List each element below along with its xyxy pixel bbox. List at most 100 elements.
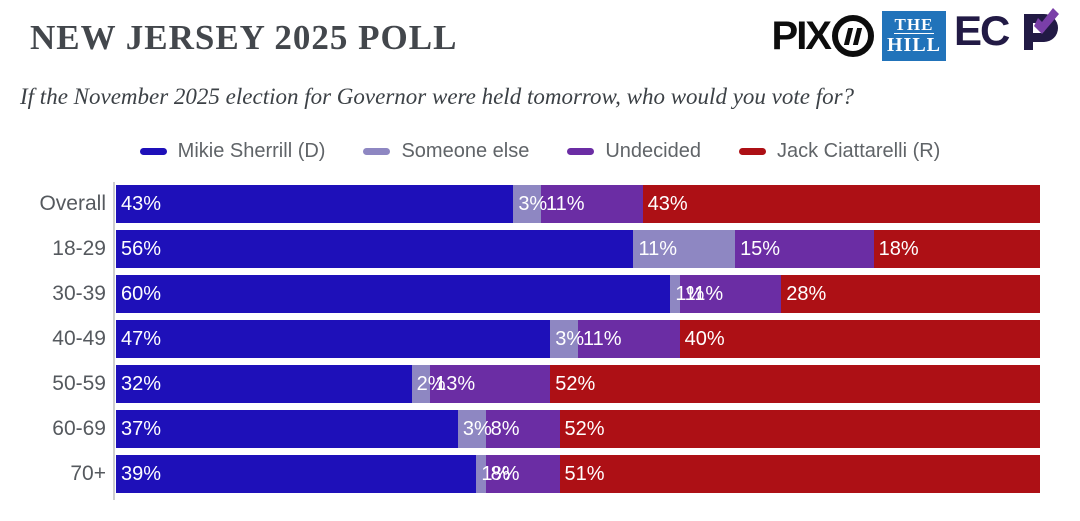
bar-value-label: 32% [121,373,162,395]
legend-item: Undecided [567,140,701,163]
bar-segment: 43% [642,185,1040,223]
bar-segment: 52% [550,365,1040,403]
logo-row: PIX THE HILL EC [772,7,1062,64]
bar-value-label: 43% [121,193,162,215]
bar-value-label: 11% [546,193,585,215]
bar-value-label: 37% [121,418,162,440]
bar-row: Overall 43% 3% 11% 43% [0,185,1080,223]
legend-label: Mikie Sherrill (D) [177,140,326,162]
the-hill-logo: THE HILL [882,11,946,61]
bar-value-label: 60% [121,283,162,305]
bar-segment: 11% [577,320,680,358]
legend-swatch-icon [567,148,595,155]
ecp-logo-icon: EC [954,7,1059,54]
bar-value-label: 39% [121,463,162,485]
bar-value-label: 18% [878,238,919,260]
bar-value-label: 13% [435,373,476,395]
bar-segment: 32% [116,365,412,403]
bar-value-label: 11% [684,283,724,305]
legend-label: Jack Ciattarelli (R) [776,140,941,162]
bar-value-label: 1% [675,283,705,305]
category-label: Overall [39,192,106,215]
the-hill-line1: THE [893,15,935,34]
bar-track: 60% 1% 11% 28% [116,275,1040,313]
bar-segment: 47% [116,320,551,358]
bar-segment: 28% [781,275,1040,313]
category-label: 18-29 [52,237,106,260]
bar-segment: 56% [116,230,634,268]
bar-value-label: 3% [462,418,492,440]
legend-label: Undecided [605,140,701,162]
bar-row: 60-69 37% 3% 8% 52% [0,410,1080,448]
bar-segment: 13% [430,365,551,403]
pix11-wordmark: PIX [771,13,833,58]
pix11-logo: PIX [772,14,874,59]
bar-value-label: 3% [555,328,585,350]
bar-track: 56% 11% 15% 18% [116,230,1040,268]
bar-row: 70+ 39% 1% 8% 51% [0,455,1080,493]
legend-item: Mikie Sherrill (D) [139,140,326,163]
legend-label: Someone else [401,140,530,162]
bar-segment: 40% [679,320,1040,358]
bar-row: 18-29 56% 11% 15% 18% [0,230,1080,268]
poll-question: If the November 2025 election for Govern… [20,84,855,109]
bar-segment: 18% [873,230,1040,268]
category-label: 50-59 [52,372,106,395]
bar-segment: 60% [116,275,671,313]
bar-segment: 11% [541,185,643,223]
bar-value-label: 15% [740,238,781,260]
the-hill-line2: HILL [886,34,942,56]
ecp-wordmark: EC [954,7,1062,64]
bar-segment: 43% [116,185,514,223]
bar-value-label: 52% [564,418,605,440]
bar-row: 30-39 60% 1% 11% 28% [0,275,1080,313]
bar-row: 40-49 47% 3% 11% 40% [0,320,1080,358]
legend: Mikie Sherrill (D) Someone else Undecided J… [0,140,1080,163]
bar-value-label: 40% [684,328,725,350]
category-label: 70+ [70,462,106,485]
bar-track: 47% 3% 11% 40% [116,320,1040,358]
bar-value-label: 11% [582,328,622,350]
legend-swatch-icon [738,148,766,155]
chart-rows: Overall 43% 3% 11% 43% 18-29 56% 11% 15% 18% 30-39… [0,185,1080,500]
bar-value-label: 51% [564,463,605,485]
bar-value-label: 8% [490,463,520,485]
bar-value-label: 52% [555,373,596,395]
bar-segment: 3% [513,185,547,223]
bar-value-label: 47% [121,328,162,350]
bar-row: 50-59 32% 2% 13% 52% [0,365,1080,403]
svg-text:EC: EC [954,8,1010,54]
bar-track: 43% 3% 11% 43% [116,185,1040,223]
legend-item: Someone else [363,140,529,163]
bar-track: 32% 2% 13% 52% [116,365,1040,403]
bar-segment: 51% [559,455,1040,493]
bar-value-label: 56% [121,238,162,260]
category-label: 60-69 [52,417,106,440]
bar-segment: 3% [550,320,584,358]
bar-segment: 15% [735,230,874,268]
bar-segment: 37% [116,410,458,448]
bar-segment: 1% [476,455,510,493]
bar-segment: 3% [457,410,492,448]
bar-value-label: 3% [518,193,548,215]
bar-segment: 39% [116,455,477,493]
bar-segment: 11% [679,275,782,313]
bar-segment: 2% [411,365,446,403]
bar-segment: 52% [559,410,1040,448]
bar-value-label: 11% [638,238,677,260]
bar-segment: 11% [633,230,736,268]
category-label: 30-39 [52,282,106,305]
bar-value-label: 8% [490,418,520,440]
category-label: 40-49 [52,327,106,350]
bar-segment: 8% [485,455,560,493]
legend-swatch-icon [139,148,167,155]
bar-segment: 1% [670,275,704,313]
page-title: NEW JERSEY 2025 POLL [30,18,458,57]
bar-value-label: 1% [481,463,511,485]
ecp-logo: EC [954,7,1062,64]
bar-value-label: 2% [416,373,446,395]
pix11-circle-icon [832,15,874,57]
bar-track: 37% 3% 8% 52% [116,410,1040,448]
bar-segment: 8% [485,410,560,448]
